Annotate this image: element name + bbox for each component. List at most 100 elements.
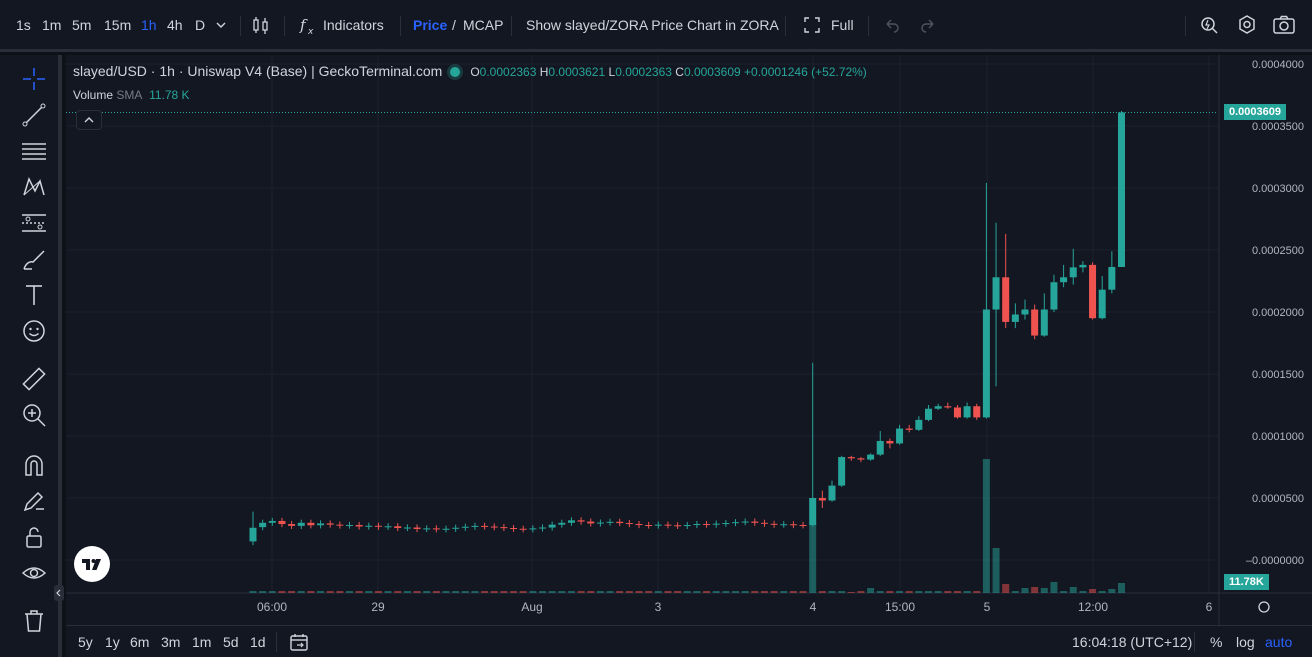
timeframe-1m[interactable]: 1m (42, 17, 62, 33)
volume-bar (567, 591, 575, 593)
time-axis-tick: 3 (655, 600, 662, 614)
candle-body (944, 406, 952, 408)
volume-bar (973, 591, 981, 593)
forecast-tool-icon[interactable] (20, 209, 48, 237)
timeframe-5m[interactable]: 5m (72, 17, 92, 33)
candle-body (490, 526, 498, 528)
timeframe-15m[interactable]: 15m (104, 17, 132, 33)
emoji-icon[interactable] (20, 317, 48, 345)
candle-body (288, 524, 296, 526)
show-zora-chart-button[interactable]: Show slayed/ZORA Price Chart in ZORA (526, 17, 779, 33)
candle-body (664, 524, 672, 526)
horizontal-lines-icon[interactable] (20, 137, 48, 165)
redo-icon[interactable] (918, 12, 938, 38)
candle-body (1040, 309, 1048, 336)
magnet-icon[interactable] (20, 451, 48, 479)
volume-bar (596, 591, 604, 593)
stay-in-drawing-mode-icon[interactable] (20, 487, 48, 515)
range-6m[interactable]: 6m (130, 634, 150, 650)
volume-bar (953, 591, 961, 593)
candle-body (481, 525, 489, 527)
candle-body (587, 521, 595, 524)
volume-bar (1011, 591, 1019, 593)
toolbar-collapse-handle[interactable] (54, 585, 64, 601)
candle-body (297, 522, 305, 526)
pattern-tool-icon[interactable] (20, 173, 48, 201)
auto-scale-toggle[interactable]: auto (1265, 634, 1293, 650)
timeframe-1s[interactable]: 1s (16, 17, 31, 33)
mcap-toggle[interactable]: MCAP (463, 17, 504, 33)
candle-body (413, 527, 421, 529)
chart-pane[interactable]: 0.0004000 0.0003500 0.0003000 0.0002500 0.00… (66, 55, 1312, 625)
volume-bar (789, 591, 797, 593)
volume-bar (683, 591, 691, 593)
log-scale-toggle[interactable]: log (1236, 634, 1255, 650)
settings-gear-icon[interactable] (1236, 12, 1258, 38)
zoom-in-icon[interactable] (20, 401, 48, 429)
candle-style-icon[interactable] (250, 12, 272, 38)
fullscreen-button[interactable]: Full (831, 17, 854, 33)
tradingview-logo[interactable] (74, 546, 110, 582)
text-tool-icon[interactable] (20, 281, 48, 309)
candle-body (925, 408, 932, 420)
range-3m[interactable]: 3m (161, 634, 181, 650)
volume-bar (1069, 587, 1077, 593)
candle-body (539, 527, 546, 529)
timeframe-1h[interactable]: 1h (141, 17, 157, 33)
volume-bar (442, 591, 450, 593)
candle-body (992, 277, 1000, 310)
timeframe-d[interactable]: D (195, 17, 206, 33)
camera-icon[interactable] (1272, 12, 1296, 38)
candle-body (722, 523, 730, 525)
ruler-icon[interactable] (20, 365, 48, 393)
indicators-button[interactable]: Indicators (323, 17, 384, 33)
timezone-clock[interactable]: 16:04:18 (UTC+12) (1072, 634, 1193, 650)
hide-drawings-eye-icon[interactable] (20, 559, 48, 587)
range-5d[interactable]: 5d (223, 634, 239, 650)
svg-text:x: x (307, 27, 314, 37)
range-5y[interactable]: 5y (78, 634, 93, 650)
volume-legend[interactable]: Volume SMA 11.78 K (73, 88, 190, 102)
volume-bar (510, 591, 518, 593)
range-1d[interactable]: 1d (250, 634, 266, 650)
symbol-title[interactable]: slayed/USD · 1h · Uniswap V4 (Base) | Ge… (73, 63, 443, 79)
go-to-date-calendar-icon[interactable] (288, 631, 310, 656)
drawing-toolbar (0, 55, 62, 657)
candle-body (1031, 309, 1039, 336)
price-chart[interactable]: 0.0004000 0.0003500 0.0003000 0.0002500 0.00… (66, 55, 1312, 625)
volume-bar (606, 591, 614, 593)
volume-bar (867, 588, 875, 593)
candle-body (799, 525, 807, 527)
brush-icon[interactable] (20, 245, 48, 273)
trash-icon[interactable] (20, 607, 48, 635)
timeframe-dropdown-chevron-icon[interactable] (214, 12, 230, 38)
range-1m[interactable]: 1m (192, 634, 212, 650)
candle-body (712, 523, 720, 525)
crosshair-icon[interactable] (20, 65, 48, 93)
quick-search-icon[interactable] (1198, 12, 1220, 38)
toolbar-divider (511, 16, 512, 36)
timeframe-4h[interactable]: 4h (167, 17, 183, 33)
percent-scale-toggle[interactable]: % (1210, 634, 1223, 650)
candle-body (635, 524, 643, 526)
range-1y[interactable]: 1y (105, 634, 120, 650)
volume-bar (963, 591, 971, 593)
volume-bar (278, 591, 286, 593)
candle-body (384, 526, 392, 528)
price-axis-tick: 0.0003000 (1252, 183, 1304, 195)
candle-body (732, 522, 739, 524)
toolbar-divider (785, 16, 786, 36)
candle-body (510, 528, 518, 530)
undo-icon[interactable] (882, 12, 902, 38)
volume-bar (403, 591, 411, 593)
price-toggle[interactable]: Price (413, 17, 448, 33)
volume-bar (934, 591, 942, 593)
toolbar-divider (276, 632, 277, 652)
lock-open-icon[interactable] (20, 523, 48, 551)
volume-bar (500, 591, 508, 593)
volume-bar (760, 591, 768, 593)
legend-collapse-button[interactable] (76, 110, 102, 130)
fullscreen-icon[interactable] (802, 12, 822, 38)
trend-line-icon[interactable] (20, 101, 48, 129)
